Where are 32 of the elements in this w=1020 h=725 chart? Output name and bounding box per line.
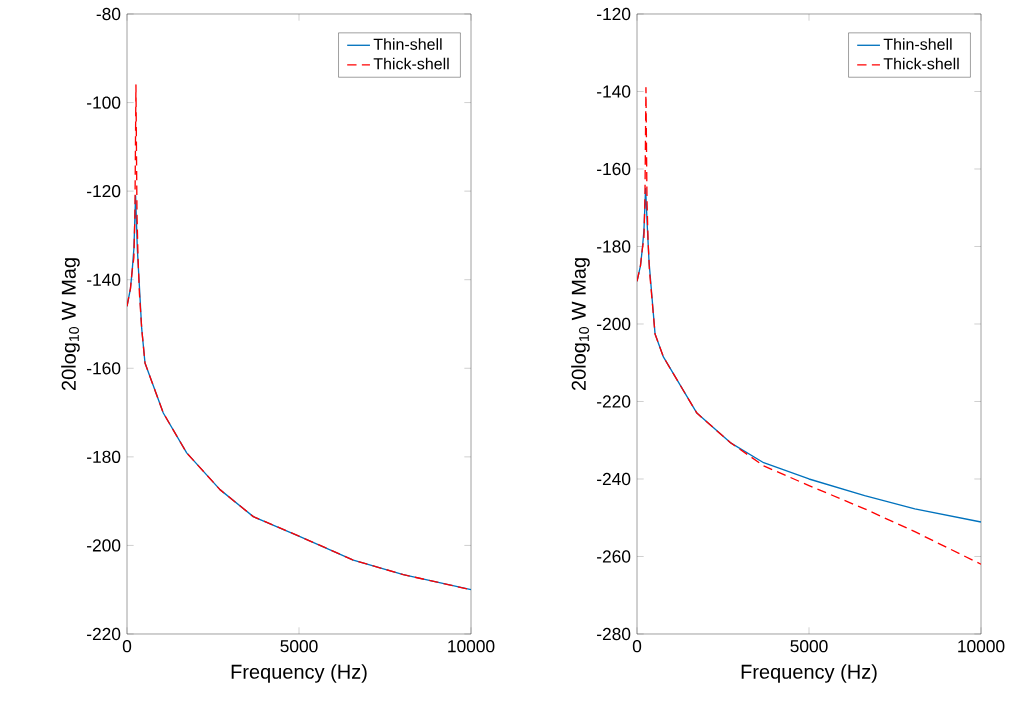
y-tick-label: -260 bbox=[597, 550, 631, 563]
y-tick-label: -80 bbox=[96, 7, 121, 21]
y-tick-label: -240 bbox=[597, 472, 631, 486]
line-series bbox=[637, 86, 982, 565]
x-tick-label: 5000 bbox=[280, 640, 318, 653]
y-tick-label: -120 bbox=[597, 7, 631, 21]
y-tick-label: -220 bbox=[597, 395, 631, 408]
legend-label: Thin-shell bbox=[373, 38, 442, 50]
y-tick-label: -200 bbox=[597, 317, 631, 331]
legend-label: Thick-shell bbox=[883, 57, 959, 70]
y-tick-label: -220 bbox=[87, 627, 121, 641]
y-tick-label: -160 bbox=[597, 162, 631, 176]
y-tick-label: -180 bbox=[87, 450, 121, 463]
y-axis-title: 20log$_{10}$ W Mag bbox=[571, 258, 590, 391]
y-tick-label: -160 bbox=[87, 362, 121, 375]
y-tick-label: -120 bbox=[87, 185, 121, 198]
x-tick-label: 0 bbox=[632, 640, 642, 653]
legend-label: Thick-shell bbox=[373, 57, 449, 70]
y-tick-label: -140 bbox=[87, 273, 121, 286]
y-tick-label: -180 bbox=[597, 240, 631, 253]
x-tick-label: 10000 bbox=[448, 640, 495, 653]
y-axis-title: 20log$_{10}$ W Mag bbox=[61, 258, 80, 391]
x-axis-title: Frequency (Hz) bbox=[231, 664, 367, 683]
y-tick-label: -200 bbox=[87, 539, 121, 552]
legend-label: Thin-shell bbox=[883, 38, 952, 50]
y-tick-label: -280 bbox=[597, 627, 631, 641]
y-tick-label: -140 bbox=[597, 85, 631, 98]
y-tick-label: -100 bbox=[87, 96, 121, 109]
x-axis-title: Frequency (Hz) bbox=[741, 664, 877, 683]
x-tick-label: 10000 bbox=[958, 640, 1005, 653]
x-tick-label: 5000 bbox=[790, 640, 828, 653]
x-tick-label: 0 bbox=[122, 640, 132, 653]
